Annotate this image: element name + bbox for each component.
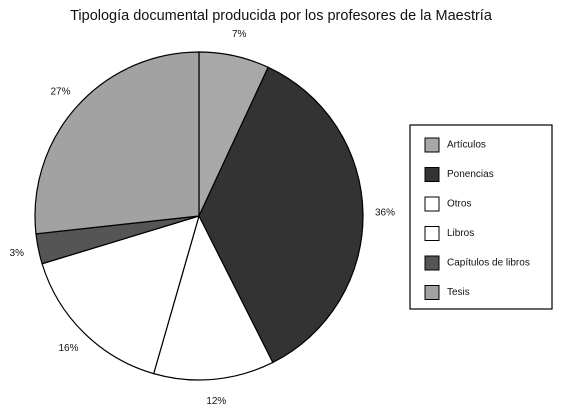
legend-label: Otros: [447, 199, 471, 210]
legend-label: Artículos: [447, 140, 486, 151]
slice-label: 3%: [10, 248, 25, 259]
legend-label: Tesis: [447, 287, 470, 298]
legend-box: [409, 124, 553, 310]
pie-slice: [152, 214, 274, 381]
pie-slice: [41, 215, 200, 375]
pie-slice: [198, 66, 364, 364]
slice-label: 36%: [375, 208, 395, 219]
slice-label: 7%: [232, 29, 247, 40]
legend-swatch: [424, 137, 440, 153]
pie-slice: [34, 51, 200, 235]
legend-swatch: [424, 226, 440, 241]
legend-swatch: [424, 285, 440, 300]
slice-label: 12%: [206, 396, 226, 407]
legend-label: Ponencias: [447, 169, 494, 180]
legend-label: Capítulos de libros: [447, 258, 530, 269]
slice-label: 27%: [51, 86, 71, 97]
legend-swatch: [424, 255, 440, 271]
legend-label: Libros: [447, 228, 474, 239]
legend-swatch: [424, 196, 440, 212]
chart-title: Tipología documental producida por los p…: [70, 8, 493, 24]
legend-swatch: [424, 167, 440, 182]
slice-label: 16%: [58, 343, 78, 354]
